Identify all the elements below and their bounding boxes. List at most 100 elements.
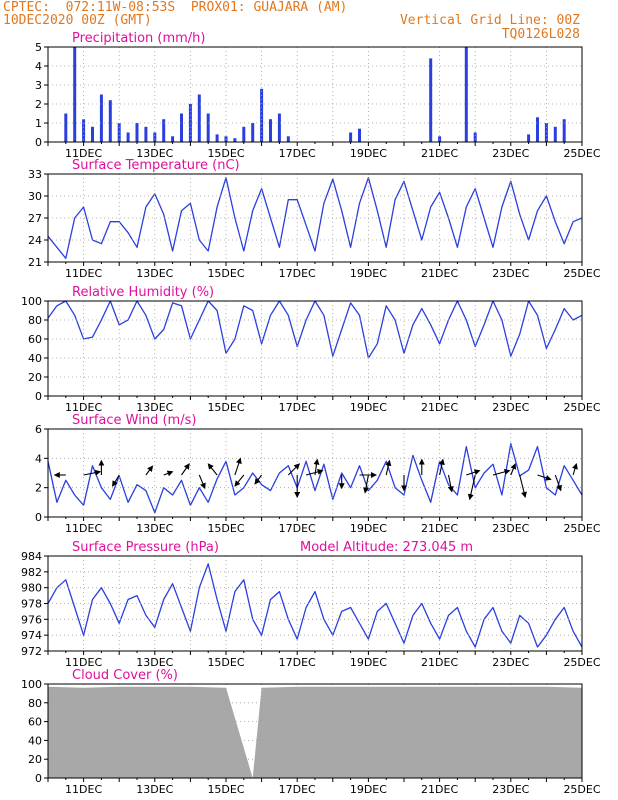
wind-vector-arrow <box>207 463 218 476</box>
precip-bar <box>251 123 255 142</box>
rh-frame <box>47 300 583 397</box>
pres-xtick-label: 15DEC <box>207 656 244 669</box>
precip-bar <box>144 126 148 142</box>
pres-ytick-label: 978 <box>21 598 42 611</box>
precip-bar <box>126 132 130 142</box>
rh-xtick-label: 19DEC <box>350 401 387 414</box>
cloud-panel: 0 20 40 60 80 100 11DEC 13DEC 15DEC 17DEC 19DEC 21D… <box>21 668 601 796</box>
wind-vector-arrow <box>305 468 324 476</box>
rh-xtick-label: 11DEC <box>65 401 102 414</box>
precip-xtick-label: 23DEC <box>492 147 529 160</box>
wind-vector-arrow <box>198 474 206 490</box>
rh-xtick-label: 23DEC <box>492 401 529 414</box>
rh-ytick-label: 100 <box>21 295 42 308</box>
temp-ytick-label: 27 <box>28 212 42 225</box>
wind-vector-arrow <box>554 474 562 492</box>
wind-ytick-label: 0 <box>35 511 42 524</box>
cloud-ytick-label: 60 <box>28 716 42 729</box>
precip-bar <box>82 119 86 142</box>
cloud-ytick-label: 0 <box>35 772 42 785</box>
rh-xtick-label: 17DEC <box>279 401 316 414</box>
rh-panel: 0 20 40 60 80 100 11DEC 13DEC 15DEC 17DEC 19DEC 21D… <box>21 285 601 414</box>
temp-xtick-label: 13DEC <box>136 267 173 280</box>
precip-bar <box>536 117 539 142</box>
precip-bar <box>349 132 353 142</box>
rh-xtick-label: 15DEC <box>207 401 244 414</box>
wind-xtick-label: 21DEC <box>421 522 458 535</box>
precip-bar <box>197 94 201 142</box>
precip-bar <box>180 113 183 142</box>
precip-ytick-label: 4 <box>35 60 42 73</box>
precip-bar <box>171 136 175 142</box>
rh-ytick-label: 80 <box>28 314 42 327</box>
pres-ytick-label: 974 <box>21 629 42 642</box>
precip-bar <box>286 136 290 142</box>
precip-bar <box>358 128 361 142</box>
temp-panel: 21 24 27 30 33 11DEC 13DEC 15DEC 17DEC 19DEC 21DEC… <box>28 158 601 280</box>
rh-ytick-label: 40 <box>28 352 42 365</box>
precip-bar <box>562 119 566 142</box>
pres-ytick-label: 972 <box>21 645 42 658</box>
chart-header: CPTEC: 072:11W-08:53S PROX01: GUAJARA (A… <box>0 0 618 48</box>
pres-line <box>47 563 583 648</box>
precip-bar <box>206 113 210 142</box>
wind-xtick-label: 23DEC <box>492 522 529 535</box>
cloud-xtick-label: 15DEC <box>207 783 244 796</box>
wind-vector-arrow <box>466 469 481 476</box>
pres-ytick-label: 980 <box>21 582 42 595</box>
temp-xtick-label: 17DEC <box>279 267 316 280</box>
precip-bar <box>553 126 557 142</box>
temp-ytick-label: 24 <box>28 234 42 247</box>
precip-bar <box>64 113 68 142</box>
rh-xtick-label: 21DEC <box>421 401 458 414</box>
precip-xtick-label: 25DEC <box>563 147 600 160</box>
cloud-xtick-label: 25DEC <box>563 783 600 796</box>
precip-bar <box>269 119 272 142</box>
precip-bar <box>162 119 166 142</box>
temp-ytick-label: 21 <box>28 256 42 269</box>
pres-panel: 972 974 976 978 980 982 984 11DEC 13DEC 15DEC 17DE… <box>21 540 601 669</box>
precip-xtick-label: 13DEC <box>136 147 173 160</box>
model-id: TQ0126L028 <box>501 27 580 42</box>
rh-line <box>47 300 583 359</box>
pres-xtick-label: 11DEC <box>65 656 102 669</box>
wind-vector-arrow <box>492 468 511 476</box>
precip-ytick-label: 2 <box>35 98 42 111</box>
wind-vector-arrow <box>467 474 476 501</box>
precip-bar <box>153 132 157 142</box>
wind-vector-arrow <box>254 474 263 485</box>
pres-annotation: Model Altitude: 273.045 m <box>300 540 473 555</box>
precip-bar <box>73 47 77 142</box>
wind-vector-arrow <box>112 474 120 487</box>
temp-ytick-label: 30 <box>28 190 42 203</box>
precip-bar <box>215 134 219 142</box>
precip-ytick-label: 0 <box>35 136 42 149</box>
pres-xtick-label: 21DEC <box>421 656 458 669</box>
cloud-xtick-label: 19DEC <box>350 783 387 796</box>
precip-ytick-label: 1 <box>35 117 42 130</box>
rh-xtick-label: 13DEC <box>136 401 173 414</box>
wind-vector-arrow <box>163 470 174 477</box>
wind-vector-arrow <box>385 459 392 476</box>
wind-vector-arrow <box>287 463 301 476</box>
wind-xtick-label: 19DEC <box>350 522 387 535</box>
precip-bar <box>117 123 121 142</box>
precip-ytick-label: 5 <box>35 41 42 54</box>
temp-ytick-label: 33 <box>28 168 42 181</box>
temp-xtick-label: 25DEC <box>563 267 600 280</box>
wind-ytick-label: 6 <box>35 423 42 436</box>
wind-xtick-label: 15DEC <box>207 522 244 535</box>
precip-bar <box>108 100 112 142</box>
rh-ytick-label: 20 <box>28 371 42 384</box>
precip-xtick-label: 21DEC <box>421 147 458 160</box>
wind-xtick-label: 11DEC <box>65 522 102 535</box>
precip-bar <box>233 138 237 142</box>
cloud-xtick-label: 11DEC <box>65 783 102 796</box>
precip-xtick-label: 15DEC <box>207 147 244 160</box>
wind-line <box>47 443 583 514</box>
rh-ytick-label: 60 <box>28 333 42 346</box>
precip-bar <box>464 47 468 142</box>
station-header: CPTEC: 072:11W-08:53S PROX01: GUAJARA (A… <box>3 0 348 15</box>
wind-vector-arrow <box>83 469 102 476</box>
wind-vector-arrow <box>181 463 190 476</box>
